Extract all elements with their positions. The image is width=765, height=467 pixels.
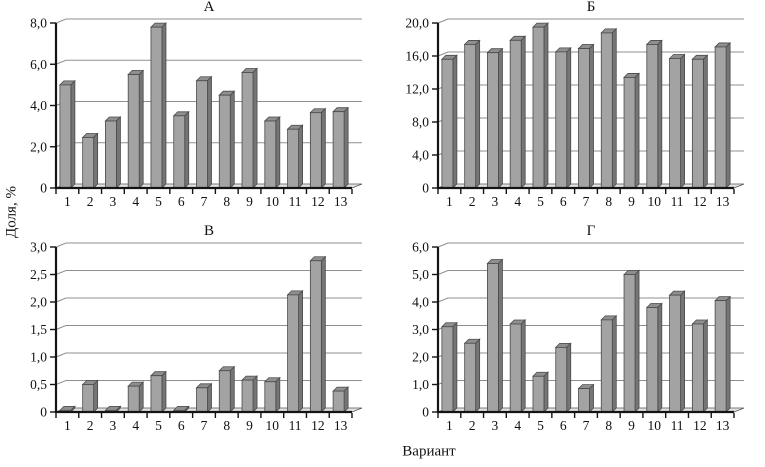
svg-text:0: 0 <box>40 405 47 420</box>
svg-text:4: 4 <box>514 418 521 433</box>
svg-text:0: 0 <box>40 181 47 196</box>
svg-text:13: 13 <box>334 194 348 209</box>
chart-panel-a: А 0 2,0 4,0 6,0 8,0 1 2 3 4 5 6 7 8 9 10 11 12 13 <box>0 0 382 212</box>
svg-text:4: 4 <box>514 194 521 209</box>
svg-text:6: 6 <box>560 194 567 209</box>
svg-text:4,0: 4,0 <box>30 98 47 113</box>
svg-text:8: 8 <box>605 194 612 209</box>
svg-text:8,0: 8,0 <box>412 115 429 130</box>
svg-text:3: 3 <box>492 194 499 209</box>
svg-text:2: 2 <box>469 194 476 209</box>
svg-text:12: 12 <box>693 194 707 209</box>
svg-text:3: 3 <box>492 418 499 433</box>
svg-text:11: 11 <box>671 194 684 209</box>
svg-text:11: 11 <box>289 418 302 433</box>
svg-text:2,0: 2,0 <box>30 139 47 154</box>
svg-text:2,0: 2,0 <box>412 350 429 365</box>
svg-text:4,0: 4,0 <box>412 295 429 310</box>
svg-text:8: 8 <box>605 418 612 433</box>
svg-text:7: 7 <box>201 194 208 209</box>
svg-text:8,0: 8,0 <box>30 16 47 31</box>
svg-text:3: 3 <box>110 194 117 209</box>
svg-text:16,0: 16,0 <box>405 49 429 64</box>
svg-text:9: 9 <box>246 194 253 209</box>
bar-chart-a: 02,04,06,08,01 2 3 4 5 6 7 8 9 10 11 12 13 <box>30 16 363 209</box>
charts-grid: А 0 2,0 4,0 6,0 8,0 1 2 3 4 5 6 7 8 9 10 11 12 13 Б 0 4,0 8… <box>0 0 764 436</box>
svg-text:12,0: 12,0 <box>405 82 429 97</box>
svg-text:0: 0 <box>422 405 429 420</box>
svg-text:4: 4 <box>132 194 139 209</box>
svg-text:0: 0 <box>422 181 429 196</box>
svg-text:0,5: 0,5 <box>30 377 47 392</box>
chart-panel-v: В 0 0,5 1,0 1,5 2,0 2,5 3,0 1 2 3 4 5 6 7 8 9 10 11 12 13 <box>0 224 382 436</box>
svg-text:5: 5 <box>155 418 162 433</box>
svg-text:11: 11 <box>289 194 302 209</box>
svg-text:1: 1 <box>64 418 71 433</box>
bar-chart-b: 04,08,012,016,020,01 2 3 4 5 6 7 8 9 10 11 12 13 <box>405 16 745 209</box>
svg-text:4,0: 4,0 <box>412 148 429 163</box>
svg-text:8: 8 <box>223 418 230 433</box>
svg-text:9: 9 <box>246 418 253 433</box>
svg-text:7: 7 <box>583 194 590 209</box>
chart-panel-g: Г 0 1,0 2,0 3,0 4,0 5,0 6,0 1 2 3 4 5 6 7 8 9 10 11 12 13 <box>382 224 764 436</box>
svg-text:3: 3 <box>110 418 117 433</box>
svg-text:12: 12 <box>311 194 325 209</box>
svg-text:6: 6 <box>178 418 185 433</box>
svg-text:10: 10 <box>648 418 662 433</box>
svg-text:10: 10 <box>648 194 662 209</box>
svg-text:8: 8 <box>223 194 230 209</box>
svg-text:13: 13 <box>716 418 730 433</box>
svg-text:2: 2 <box>469 418 476 433</box>
svg-text:7: 7 <box>201 418 208 433</box>
svg-text:6: 6 <box>560 418 567 433</box>
svg-text:3,0: 3,0 <box>412 322 429 337</box>
svg-text:12: 12 <box>693 418 707 433</box>
svg-text:2,0: 2,0 <box>30 295 47 310</box>
svg-text:9: 9 <box>628 418 635 433</box>
svg-text:13: 13 <box>716 194 730 209</box>
x-axis-label: Вариант <box>402 443 456 460</box>
svg-text:12: 12 <box>311 418 325 433</box>
svg-text:20,0: 20,0 <box>405 16 429 31</box>
svg-text:6: 6 <box>178 194 185 209</box>
svg-text:6,0: 6,0 <box>30 57 47 72</box>
svg-text:2: 2 <box>87 194 94 209</box>
svg-text:1,0: 1,0 <box>30 350 47 365</box>
chart-panel-b: Б 0 4,0 8,0 12,0 16,0 20,0 1 2 3 4 5 6 7 8 9 10 11 12 13 <box>382 0 764 212</box>
svg-text:10: 10 <box>266 194 280 209</box>
chart-title-a: А <box>203 0 215 15</box>
svg-text:1: 1 <box>446 194 453 209</box>
svg-text:7: 7 <box>583 418 590 433</box>
svg-text:1: 1 <box>446 418 453 433</box>
svg-text:11: 11 <box>671 418 684 433</box>
chart-title-g: Г <box>586 223 596 239</box>
svg-text:1: 1 <box>64 194 71 209</box>
svg-text:3,0: 3,0 <box>30 240 47 255</box>
svg-text:2,5: 2,5 <box>30 267 47 282</box>
svg-text:1,5: 1,5 <box>30 322 47 337</box>
bar-chart-v: 00,51,01,52,02,53,01 2 3 4 5 6 7 8 9 10 11 12 13 <box>30 240 363 433</box>
y-axis-label: Доля, % <box>3 186 20 238</box>
svg-text:10: 10 <box>266 418 280 433</box>
svg-text:5: 5 <box>537 418 544 433</box>
chart-title-b: Б <box>586 0 596 15</box>
svg-text:5,0: 5,0 <box>412 267 429 282</box>
svg-text:2: 2 <box>87 418 94 433</box>
svg-text:5: 5 <box>155 194 162 209</box>
svg-text:6,0: 6,0 <box>412 240 429 255</box>
svg-text:4: 4 <box>132 418 139 433</box>
svg-text:9: 9 <box>628 194 635 209</box>
bar-chart-g: 01,02,03,04,05,06,01 2 3 4 5 6 7 8 9 10 11 12 13 <box>412 240 745 433</box>
svg-text:5: 5 <box>537 194 544 209</box>
chart-title-v: В <box>203 223 214 239</box>
svg-text:13: 13 <box>334 418 348 433</box>
svg-text:1,0: 1,0 <box>412 377 429 392</box>
